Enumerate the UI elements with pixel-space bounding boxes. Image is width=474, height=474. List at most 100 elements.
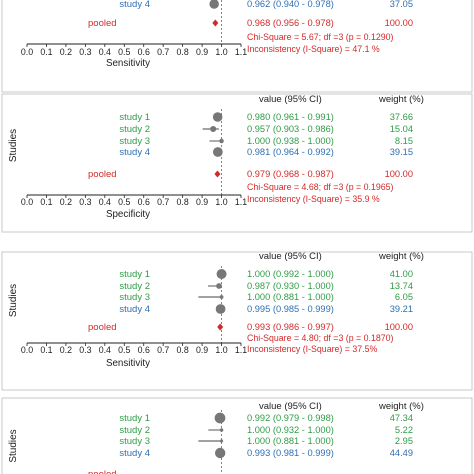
panel-3-point-marker: [216, 283, 222, 289]
panel-4-point-marker: [219, 439, 224, 443]
panel-1-x-tick-label: 1.1: [235, 47, 247, 57]
panel-2-x-tick-label: 1.0: [215, 197, 227, 207]
panel-3-study-label: study 3: [119, 292, 150, 303]
panel-2-stats-line: Chi-Square = 4.68; df =3 (p = 0.1965): [247, 182, 394, 192]
panel-3-weight-text: 6.05: [395, 292, 413, 302]
panel-3-frame: [1, 251, 473, 391]
panel-4-weight-text: 2.95: [395, 436, 413, 446]
panel-3-stats-line: Inconsistency (I-Square) = 37.5%: [247, 344, 377, 354]
panel-3-x-tick-label: 0.3: [79, 345, 91, 355]
panel-1-pooled-label: pooled: [88, 18, 117, 29]
panel-4-ci-text: 1.000 (0.932 - 1.000): [247, 425, 334, 435]
panel-3-stats-line: Chi-Square = 4.80; df =3 (p = 0.1870): [247, 333, 394, 343]
panel-4-ci-text: 0.992 (0.979 - 0.998): [247, 413, 334, 423]
panel-2-x-tick-label: 0.9: [196, 197, 208, 207]
panel-2-frame: [1, 93, 473, 233]
panel-2-x-tick-label: 0.5: [118, 197, 130, 207]
panel-3-weight-header: weight (%): [378, 251, 424, 262]
panel-2-value-header: value (95% CI): [259, 94, 322, 105]
panel-4-point-marker: [219, 428, 224, 432]
panel-3-x-tick-label: 1.0: [215, 345, 227, 355]
panel-1-pooled-weight-text: 100.00: [385, 18, 413, 28]
panel-3-ci-text: 1.000 (0.992 - 1.000): [247, 269, 334, 279]
panel-1-x-tick-label: 0.1: [40, 47, 52, 57]
panel-3-x-tick-label: 0.8: [177, 345, 189, 355]
panel-2-xlabel: Specificity: [106, 209, 150, 220]
panel-4-study-label: study 2: [119, 425, 150, 436]
panel-1-frame: [1, 0, 473, 93]
panel-2-study-label: study 3: [119, 136, 150, 147]
panel-1-x-tick-label: 0.9: [196, 47, 208, 57]
panel-3-weight-text: 41.00: [390, 269, 413, 279]
panel-2-ci-text: 0.957 (0.903 - 0.986): [247, 124, 334, 134]
panel-3-pooled-diamond: [217, 323, 224, 331]
panel-2-pooled-ci-text: 0.979 (0.968 - 0.987): [247, 169, 334, 179]
panel-1-x-tick-label: 0.3: [79, 47, 91, 57]
panel-2-x-tick-label: 1.1: [235, 197, 247, 207]
panel-2-stats-line: Inconsistency (I-Square) = 35.9 %: [247, 194, 380, 204]
panel-1-x-tick-label: 0.7: [157, 47, 169, 57]
panel-2-x-tick-label: 0.6: [138, 197, 150, 207]
panel-4-ylabel: Studies: [8, 429, 19, 462]
panel-2-ci-text: 1.000 (0.938 - 1.000): [247, 136, 334, 146]
panel-3-x-tick-label: 0.6: [138, 345, 150, 355]
panel-1-x-tick-label: 0.5: [118, 47, 130, 57]
panel-2-ci-text: 0.980 (0.961 - 0.991): [247, 112, 334, 122]
panel-2-study-label: study 1: [119, 112, 150, 123]
panel-3-x-tick-label: 0.0: [21, 345, 33, 355]
panel-4-study-label: study 1: [119, 413, 150, 424]
panel-3-study-label: study 4: [119, 304, 150, 315]
panel-4-study-label: study 3: [119, 436, 150, 447]
panel-3-x-tick-label: 0.2: [60, 345, 72, 355]
panel-1-x-tick-label: 0.0: [21, 47, 33, 57]
panel-2-ci-text: 0.981 (0.964 - 0.992): [247, 147, 334, 157]
panel-3-ci-text: 0.995 (0.985 - 0.999): [247, 304, 334, 314]
panel-3-x-tick-label: 0.5: [118, 345, 130, 355]
panel-1-ci-text: 0.962 (0.940 - 0.978): [247, 0, 334, 9]
panel-2-point-marker: [212, 147, 223, 157]
panel-2-x-tick-label: 0.7: [157, 197, 169, 207]
panel-3-study-label: study 2: [119, 281, 150, 292]
panel-3-point-marker: [215, 304, 226, 314]
panel-2-weight-header: weight (%): [378, 94, 424, 105]
panel-4-weight-text: 5.22: [395, 425, 413, 435]
panel-4-frame: [1, 397, 473, 474]
panel-4-point-marker: [214, 412, 226, 424]
panel-2-study-label: study 4: [119, 147, 150, 158]
panel-2-ylabel: Studies: [8, 129, 19, 162]
panel-1-x-tick-label: 1.0: [215, 47, 227, 57]
panel-2-weight-text: 37.66: [390, 112, 413, 122]
panel-2-study-label: study 2: [119, 124, 150, 135]
panel-3-x-tick-label: 0.9: [196, 345, 208, 355]
panel-2-pooled-diamond: [214, 170, 221, 178]
panel-2-pooled-weight-text: 100.00: [385, 169, 413, 179]
panel-3-value-header: value (95% CI): [259, 251, 322, 262]
panel-3-x-tick-label: 0.4: [99, 345, 111, 355]
panel-4-point-marker: [214, 447, 226, 459]
panel-2-x-tick-label: 0.4: [99, 197, 111, 207]
panel-3-pooled-label: pooled: [88, 322, 117, 333]
panel-1-stats-line: Chi-Square = 5.67; df =3 (p = 0.1290): [247, 32, 394, 42]
panel-3-x-tick-label: 0.7: [157, 345, 169, 355]
panel-3-x-tick-label: 0.1: [40, 345, 52, 355]
panel-2-x-tick-label: 0.8: [177, 197, 189, 207]
panel-4-weight-header: weight (%): [378, 401, 424, 412]
panel-4-weight-text: 44.49: [390, 448, 413, 458]
panel-3-ci-text: 0.987 (0.930 - 1.000): [247, 281, 334, 291]
panel-2-x-tick-label: 0.1: [40, 197, 52, 207]
panel-3-xlabel: Sensitivity: [106, 358, 150, 369]
panel-1-x-tick-label: 0.4: [99, 47, 111, 57]
panel-1-pooled-diamond: [212, 19, 219, 27]
panel-2-weight-text: 8.15: [395, 136, 413, 146]
panel-1-study-label: study 4: [119, 0, 150, 10]
panel-3-study-label: study 1: [119, 269, 150, 280]
panel-2-point-marker: [212, 112, 223, 122]
panel-3-pooled-weight-text: 100.00: [385, 322, 413, 332]
panel-2-x-tick-label: 0.2: [60, 197, 72, 207]
panel-1-stats-line: Inconsistency (I-Square) = 47.1 %: [247, 44, 380, 54]
panel-3-point-marker: [216, 269, 227, 279]
panel-1-point-marker: [209, 0, 219, 9]
panel-4-pooled-label: pooled: [88, 469, 117, 474]
panel-4-ci-text: 1.000 (0.881 - 1.000): [247, 436, 334, 446]
